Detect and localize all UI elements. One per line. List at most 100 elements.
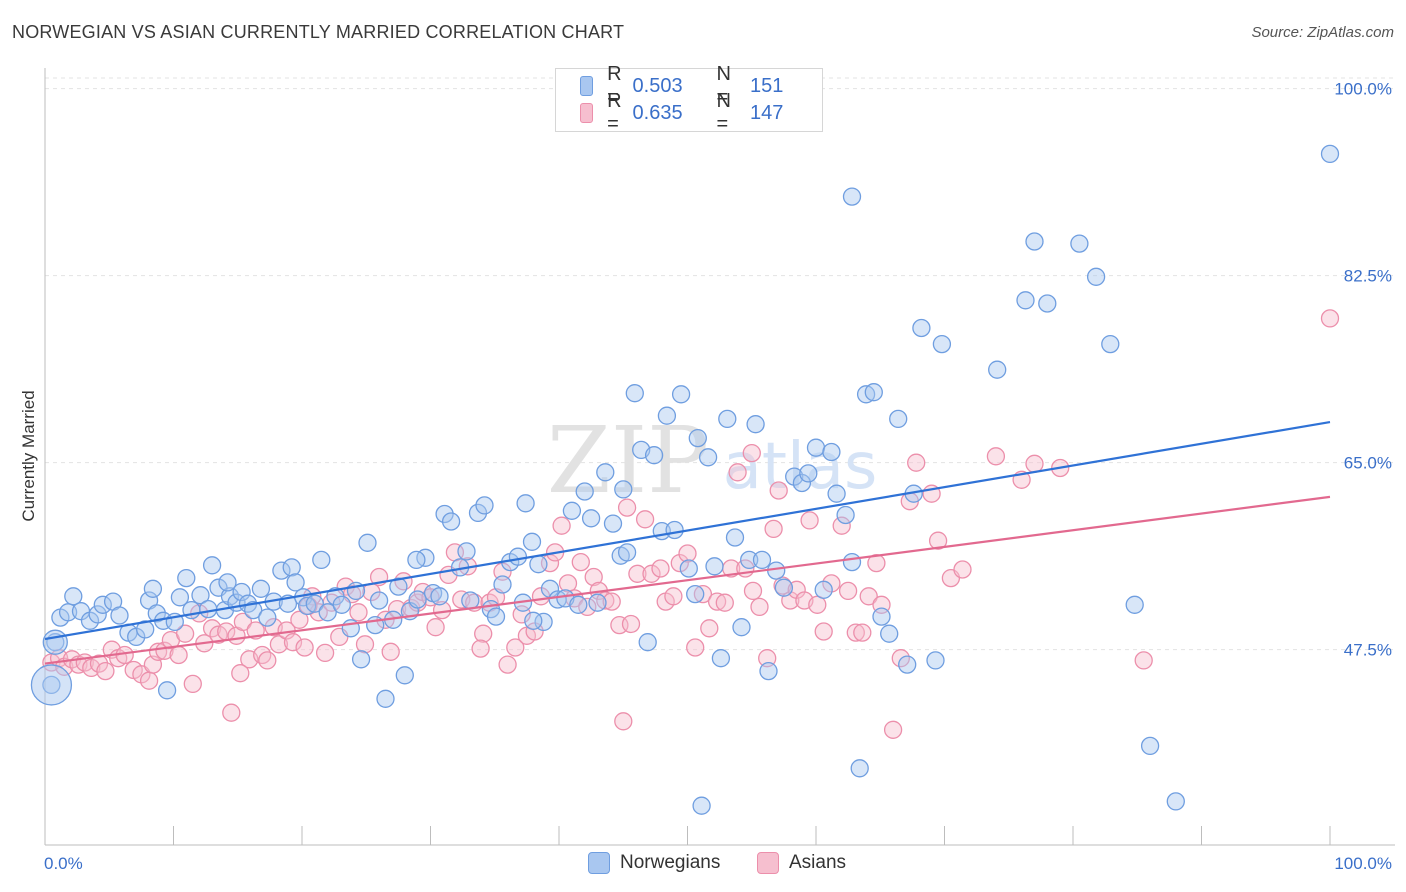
trend-lines (44, 420, 1331, 665)
legend-r-value: 0.503 (632, 74, 683, 97)
asians-point (349, 603, 368, 622)
norwegians-point (1086, 267, 1106, 286)
norwegians-point (407, 550, 426, 570)
norwegians-point (42, 629, 68, 655)
legend-item-asians[interactable]: Asians (757, 852, 846, 874)
norwegians-point (806, 438, 826, 457)
asians-point (222, 703, 241, 722)
asians-point (89, 654, 109, 673)
norwegians-point (814, 580, 833, 599)
norwegians-point (251, 579, 271, 598)
norwegians-point (282, 558, 301, 577)
norwegians-point (305, 594, 324, 613)
legend-label-asians: Asians (789, 852, 847, 873)
asians-point (800, 511, 819, 530)
norwegians-point (625, 384, 644, 403)
legend-swatch-blue (580, 76, 594, 96)
norwegians-point (475, 496, 494, 515)
asians-point (859, 587, 878, 606)
norwegians-point (746, 415, 765, 434)
asians-point (381, 642, 400, 661)
asians-point (832, 516, 851, 535)
asians-point (1025, 454, 1044, 473)
norwegians-point (679, 559, 698, 578)
legend-item-norwegians[interactable]: Norwegians (588, 852, 720, 874)
norwegians-point (369, 591, 389, 610)
norwegians-point (430, 587, 449, 606)
norwegians-point (822, 442, 841, 462)
asians-point (231, 664, 250, 683)
norwegians-point (522, 532, 542, 551)
norwegians-point (1125, 595, 1144, 614)
norwegians-point (136, 620, 155, 639)
norwegians-point (93, 595, 112, 614)
asians-point (283, 633, 303, 652)
norwegians-point (1101, 334, 1120, 354)
y-tick-label: 65.0% (1344, 454, 1392, 473)
asians-point (715, 593, 734, 612)
norwegians-point (711, 649, 731, 668)
asians-point (493, 562, 512, 581)
norwegians-point (516, 494, 535, 513)
asians-point (700, 619, 719, 638)
norwegians-point (732, 618, 751, 637)
norwegians-point (548, 590, 567, 609)
asians-point (474, 624, 493, 643)
asians-point (814, 622, 833, 641)
norwegians-point (912, 318, 931, 338)
watermark-zip: ZIP (547, 407, 709, 514)
norwegians-point (581, 509, 601, 528)
norwegians-point (718, 409, 737, 429)
norwegians-point (191, 586, 210, 605)
y-axis-label: Currently Married (19, 390, 38, 521)
y-tick-label: 100.0% (1334, 80, 1392, 99)
norwegians-point (1070, 234, 1089, 253)
norwegians-point (692, 796, 711, 815)
norwegians-point (358, 533, 377, 552)
asians-point (846, 623, 865, 642)
asians-point (764, 519, 783, 539)
norwegians-point (202, 556, 222, 575)
norwegians-point (318, 603, 337, 622)
asians-point (258, 651, 277, 670)
asians-point (867, 553, 886, 573)
asians-point (552, 516, 571, 535)
asians-point (602, 592, 621, 611)
norwegians-point (889, 409, 908, 429)
legend-swatch-pink (757, 852, 779, 874)
legend-r-label: R = (607, 63, 622, 108)
norwegians-point (88, 605, 107, 624)
asians-point (750, 597, 769, 617)
norwegians-point (688, 428, 707, 448)
asians-point (315, 643, 335, 663)
norwegians-point (272, 561, 291, 580)
asians-point (728, 463, 747, 482)
norwegians-point (932, 334, 952, 354)
asians-point (253, 645, 272, 665)
asians-point (707, 592, 727, 611)
norwegians-point (332, 595, 351, 614)
norwegians-point (1320, 144, 1340, 164)
norwegians-point (799, 464, 818, 483)
asians-point (664, 587, 683, 606)
norwegians-point (244, 600, 263, 620)
norwegians-point (1025, 232, 1044, 251)
norwegians-point (170, 588, 190, 607)
norwegians-point (199, 599, 218, 619)
asians-point (498, 655, 517, 674)
asians-point (693, 584, 713, 604)
y-tick-label: 82.5% (1344, 267, 1392, 286)
norwegians-point (617, 543, 637, 562)
norwegians-point (926, 651, 945, 670)
norwegians-point (759, 661, 778, 681)
norwegians-point (441, 512, 461, 531)
asians-point (614, 712, 633, 731)
asians-point (355, 635, 375, 654)
asians-point (883, 720, 903, 739)
tick-labels: 47.5% 65.0% 82.5% 100.0% 0.0% 100.0% Currently… (19, 80, 1392, 873)
norwegians-point (64, 587, 83, 606)
asians-point (139, 671, 159, 690)
norwegians-point (740, 550, 759, 570)
asians-point (743, 581, 763, 601)
asians-point (670, 553, 689, 573)
